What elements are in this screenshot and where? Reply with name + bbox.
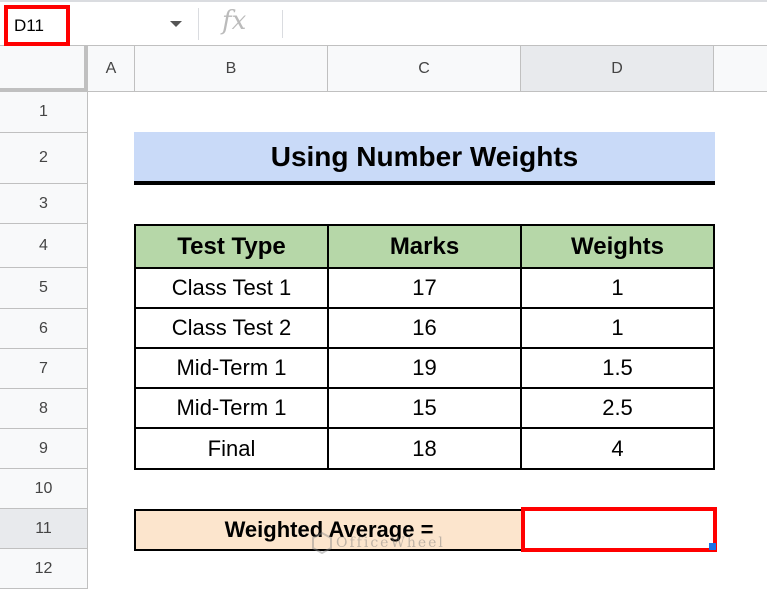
column-header-a[interactable]: A — [88, 46, 135, 92]
row-header-8[interactable]: 8 — [0, 389, 88, 429]
row-header-1[interactable]: 1 — [0, 92, 88, 133]
row-header-6[interactable]: 6 — [0, 309, 88, 349]
name-box[interactable]: D11 — [4, 5, 70, 46]
cell-marks[interactable]: 16 — [329, 309, 522, 349]
row-header-2[interactable]: 2 — [0, 133, 88, 184]
watermark-text: OfficeWheel — [336, 535, 445, 551]
cell-test-type[interactable]: Mid-Term 1 — [136, 349, 329, 389]
cell-marks[interactable]: 19 — [329, 349, 522, 389]
cell-marks[interactable]: 15 — [329, 389, 522, 429]
fx-icon: fx — [222, 6, 247, 36]
fill-handle[interactable] — [709, 543, 716, 550]
weighted-average-label[interactable]: Weighted Average = — [134, 509, 522, 551]
row-header-3[interactable]: 3 — [0, 184, 88, 224]
cell-weight[interactable]: 1 — [522, 269, 713, 309]
header-weights[interactable]: Weights — [522, 226, 713, 269]
cell-weight[interactable]: 1.5 — [522, 349, 713, 389]
cell-test-type[interactable]: Class Test 2 — [136, 309, 329, 349]
cell-marks[interactable]: 18 — [329, 429, 522, 469]
formula-input[interactable] — [290, 10, 760, 40]
officewheel-logo-icon — [312, 532, 332, 554]
data-table: Test Type Marks Weights Class Test 1 17 … — [134, 224, 715, 470]
column-header-c[interactable]: C — [328, 46, 521, 92]
cell-test-type[interactable]: Final — [136, 429, 329, 469]
formula-bar: D11 fx — [0, 0, 767, 46]
sheet-title: Using Number Weights — [134, 132, 715, 185]
cell-weight[interactable]: 1 — [522, 309, 713, 349]
header-marks[interactable]: Marks — [329, 226, 522, 269]
divider — [282, 10, 283, 38]
weighted-average-value-cell[interactable] — [521, 507, 717, 552]
header-test-type[interactable]: Test Type — [136, 226, 329, 269]
row-header-11[interactable]: 11 — [0, 509, 88, 549]
cell-test-type[interactable]: Mid-Term 1 — [136, 389, 329, 429]
row-header-10[interactable]: 10 — [0, 469, 88, 509]
column-header-d[interactable]: D — [521, 46, 714, 92]
select-all-corner[interactable] — [0, 46, 88, 92]
row-header-12[interactable]: 12 — [0, 549, 88, 589]
column-header-b[interactable]: B — [135, 46, 328, 92]
cell-test-type[interactable]: Class Test 1 — [136, 269, 329, 309]
cell-weight[interactable]: 4 — [611, 436, 624, 461]
column-header-e[interactable] — [714, 46, 767, 92]
cell-marks[interactable]: 17 — [329, 269, 522, 309]
row-header-4[interactable]: 4 — [0, 224, 88, 268]
watermark-logo: OfficeWheel — [312, 530, 462, 556]
divider — [198, 8, 199, 40]
row-header-7[interactable]: 7 — [0, 349, 88, 389]
row-header-9[interactable]: 9 — [0, 429, 88, 469]
cell-weight[interactable]: 2.5 — [522, 389, 713, 429]
row-header-5[interactable]: 5 — [0, 268, 88, 309]
name-box-dropdown-icon[interactable] — [170, 21, 182, 27]
